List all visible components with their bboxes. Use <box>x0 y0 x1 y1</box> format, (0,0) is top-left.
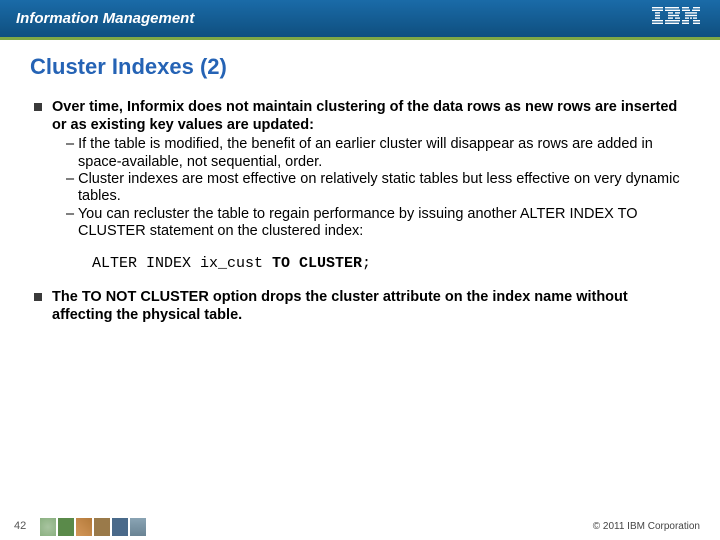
bullet-1-text: Over time, Informix does not maintain cl… <box>52 98 686 241</box>
sub-item: Cluster indexes are most effective on re… <box>66 171 686 206</box>
code-statement: ALTER INDEX ix_cust TO CLUSTER; <box>92 255 686 272</box>
bullet-1-sublist: If the table is modified, the benefit of… <box>66 136 686 240</box>
ibm-logo-icon <box>652 7 700 30</box>
page-number: 42 <box>14 520 26 532</box>
bullet-2-pre: The <box>52 289 82 305</box>
code-pre: ALTER INDEX ix_cust <box>92 255 272 272</box>
bullet-2: The TO NOT CLUSTER option drops the clus… <box>34 288 686 324</box>
bullet-2-text: The TO NOT CLUSTER option drops the clus… <box>52 288 686 324</box>
slide-title: Cluster Indexes (2) <box>0 40 720 86</box>
code-keyword: TO CLUSTER <box>272 255 362 272</box>
bullet-marker-icon <box>34 293 42 301</box>
sub-item: You can recluster the table to regain pe… <box>66 206 686 241</box>
code-post: ; <box>362 255 371 272</box>
copyright-text: © 2011 IBM Corporation <box>593 521 700 532</box>
header-bar: Information Management <box>0 0 720 40</box>
sub-item: If the table is modified, the benefit of… <box>66 136 686 171</box>
bullet-1: Over time, Informix does not maintain cl… <box>34 98 686 241</box>
footer-bar: 42 © 2011 IBM Corporation <box>0 512 720 540</box>
bullet-2-kw: TO NOT CLUSTER <box>82 289 209 305</box>
bullet-1-lead: Over time, Informix does not maintain cl… <box>52 99 677 133</box>
bullet-marker-icon <box>34 103 42 111</box>
slide-content: Over time, Informix does not maintain cl… <box>0 86 720 324</box>
header-brand: Information Management <box>16 10 194 27</box>
